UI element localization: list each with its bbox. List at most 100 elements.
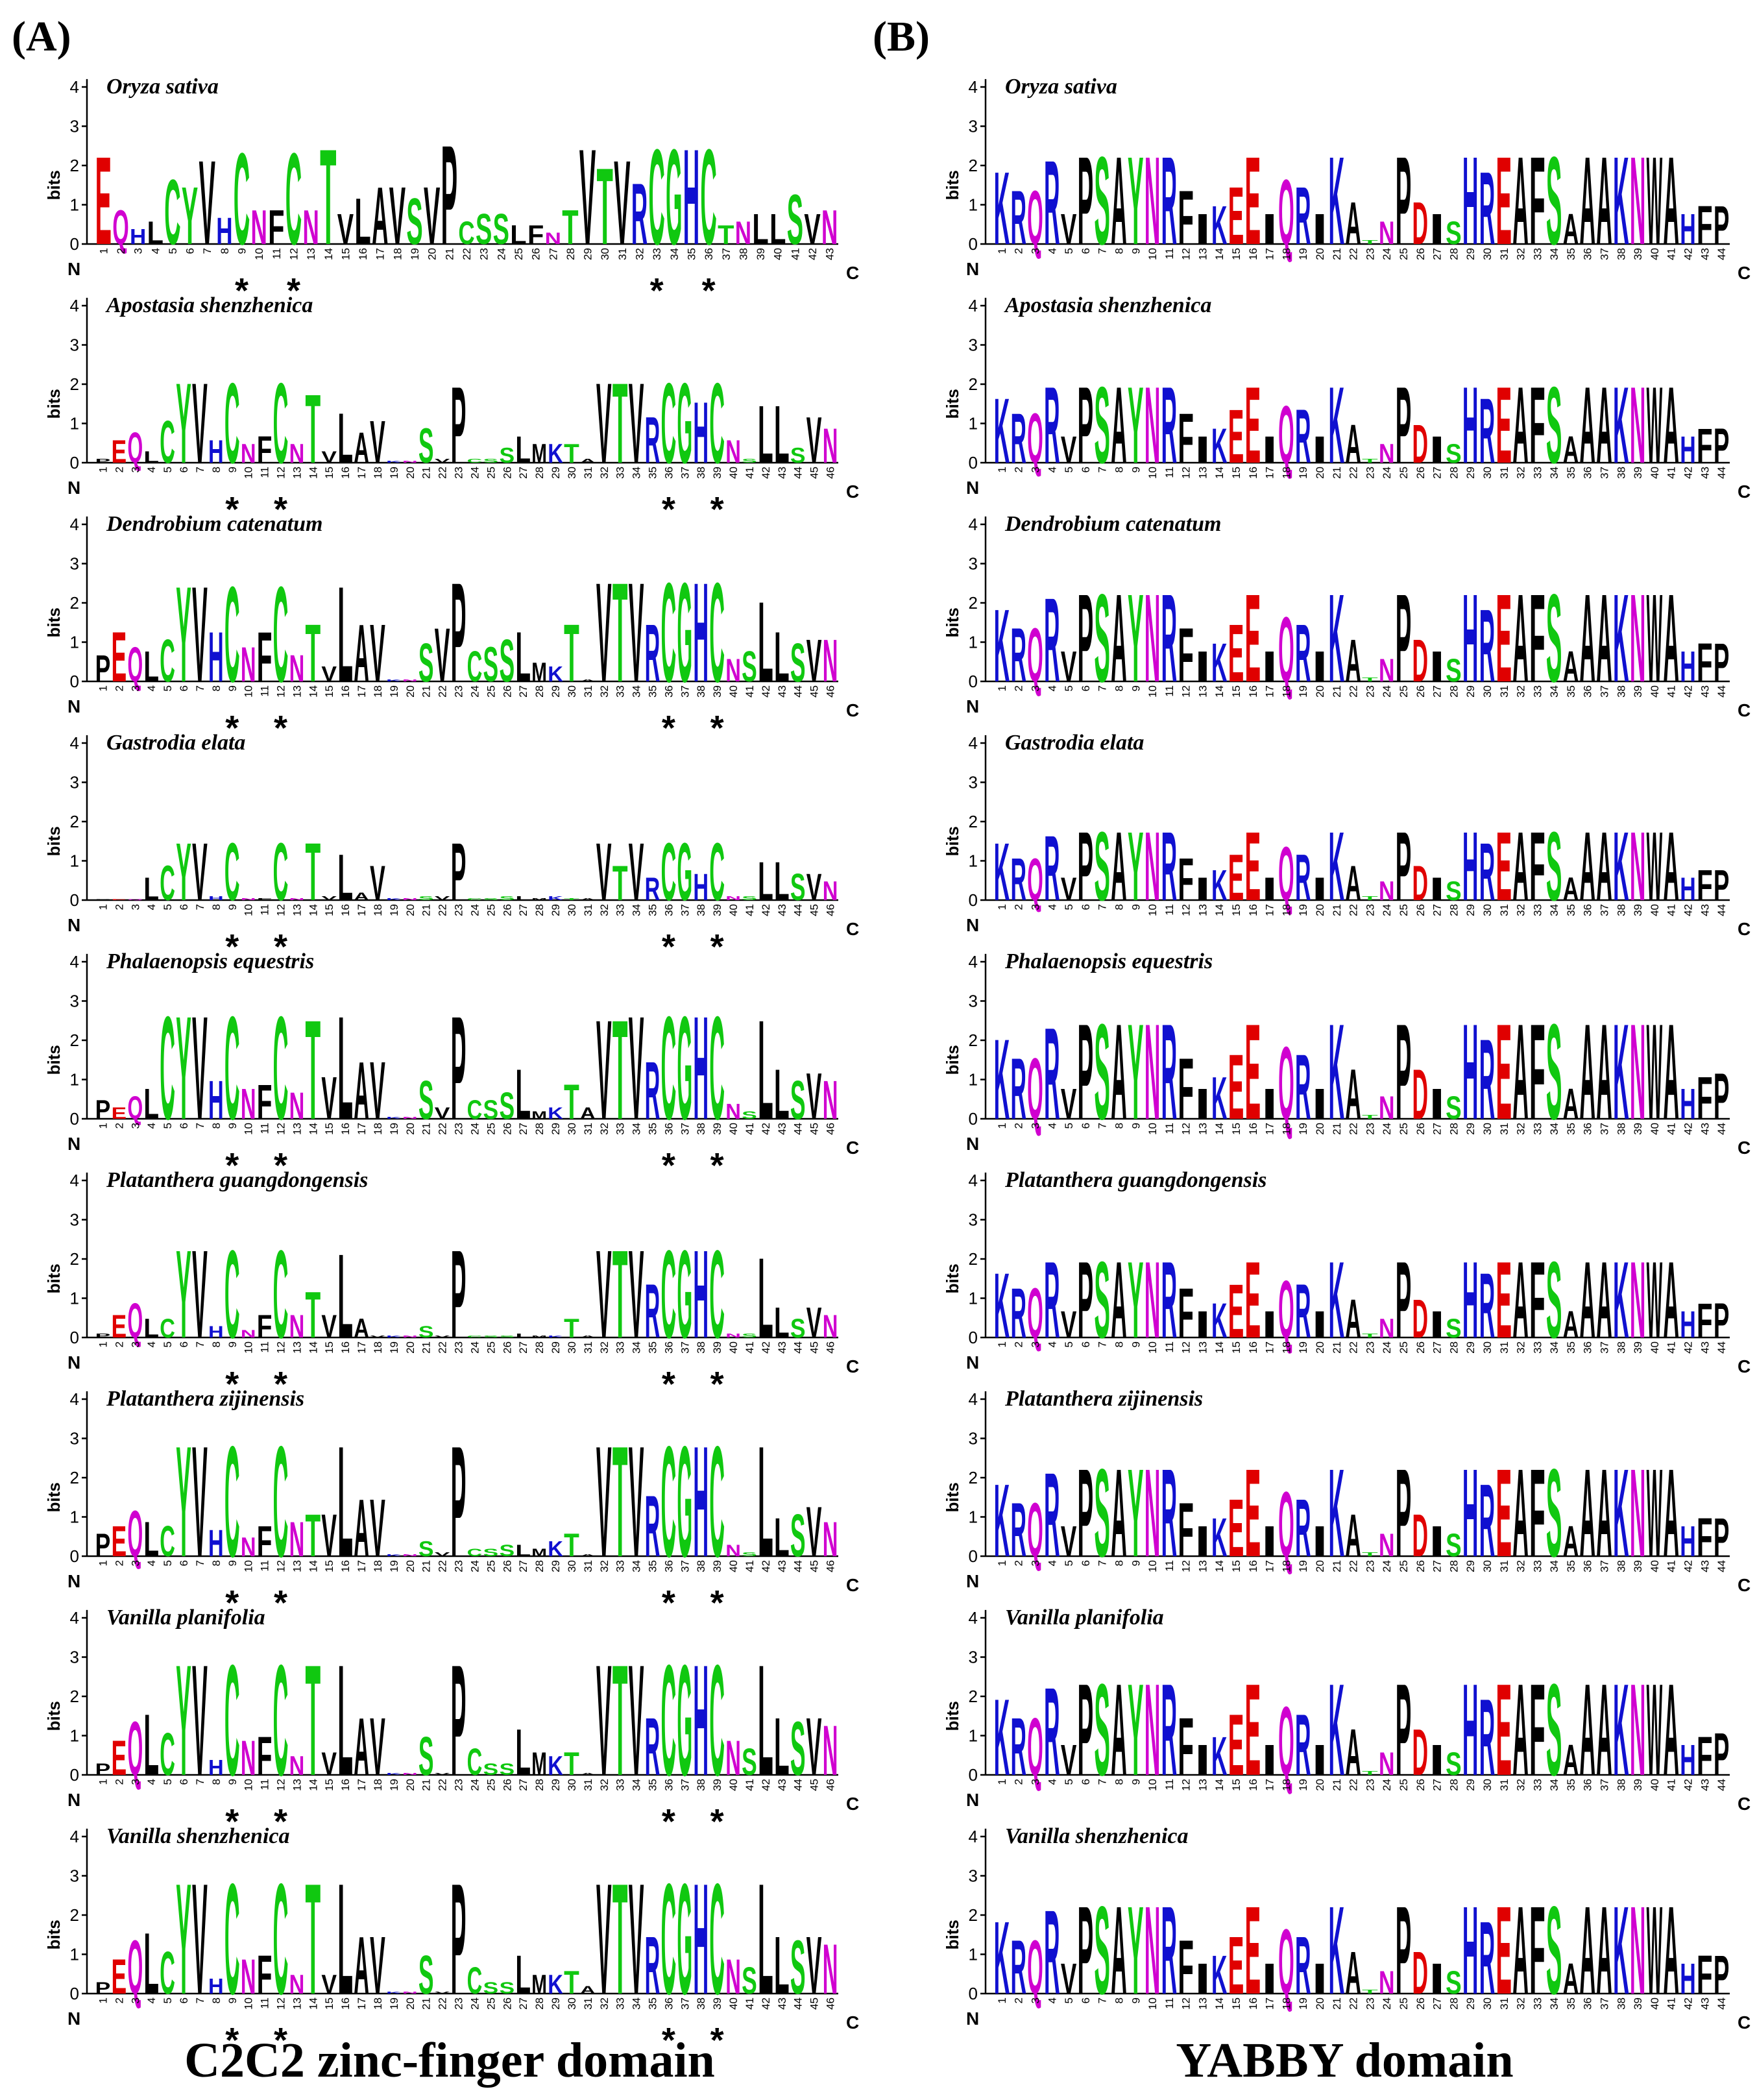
position-label: 28 [1448,1123,1460,1135]
logo-letter: A [354,1920,369,2011]
logo-letter: P [1714,1944,1730,2005]
position-label: 36 [662,1560,675,1572]
conserved-marker: * [287,271,300,310]
logo-letter: P [451,1850,467,2027]
position-label: 1 [97,1997,109,2003]
position-label: 32 [1515,1123,1527,1135]
y-tick-label: 3 [969,554,978,574]
logo-letter: R [1010,400,1026,478]
position-label: 8 [1113,1779,1125,1785]
position-label: 7 [194,1123,206,1129]
position-label: 20 [1314,904,1326,916]
logo-letter: C [273,986,289,1150]
position-label: 4 [1046,904,1058,910]
logo-letter: V [321,661,337,686]
y-tick-label: 1 [70,1070,79,1090]
logo-letter: V [192,1413,208,1589]
logo-letter: R [1161,363,1178,486]
logo-letter: K [1211,861,1228,910]
logo-letter: V [596,1413,612,1589]
y-tick-label: 1 [70,1289,79,1308]
logo-letter: A [1663,1656,1679,1803]
position-label: 43 [776,685,788,698]
position-label: 18 [372,467,384,479]
position-label: 36 [1582,467,1594,479]
logo-letter: C [661,1631,677,1808]
logo-letter: K [1211,1507,1228,1567]
position-label: 31 [1498,1560,1510,1572]
logo-letter: I [1429,1079,1445,1129]
logo-letter: Q [1278,1687,1294,1796]
position-label: 41 [1666,1560,1678,1572]
position-label: 38 [1615,1341,1627,1354]
position-label: 40 [1649,1779,1661,1791]
position-label: 23 [453,904,465,916]
position-label: 7 [1097,1560,1109,1566]
position-label: 5 [162,1560,174,1566]
position-label: 22 [1348,467,1360,479]
y-tick-label: 4 [969,1827,978,1846]
position-label: 2 [113,1997,125,2003]
logo-letter: P [451,1631,467,1808]
position-label: 9 [1130,467,1142,472]
logo-letter: C [273,1413,289,1589]
logo-letter: S [1446,875,1462,906]
position-label: 15 [1230,1123,1242,1135]
position-label: 15 [323,904,335,916]
position-label: 9 [226,1123,239,1129]
y-axis-label: bits [44,1045,64,1075]
position-label: 8 [210,467,223,472]
logo-letter: N [725,895,741,901]
position-label: 3 [129,1341,141,1347]
logo-title: Platanthera zijinensis [1004,1387,1203,1411]
logo-letter: D [1412,1716,1429,1789]
logo-letter: Y [1128,1238,1144,1361]
logo-letter: A [1663,1880,1679,2020]
position-label: 8 [210,904,223,910]
position-label: 46 [825,904,837,916]
logo-letter: R [1044,1448,1060,1582]
position-label: 12 [275,467,287,479]
logo-letter: R [1010,847,1026,914]
conserved-marker: * [235,271,248,310]
position-label: 14 [307,1560,319,1572]
logo-letter: C [467,1094,483,1125]
position-label: 7 [194,904,206,910]
logo-letter: A [1111,568,1127,708]
logo-letter: Q [1027,175,1043,260]
position-label: 31 [1498,1997,1510,2010]
logo-letter: A [1512,1880,1529,2020]
y-axis-label: bits [943,1264,962,1293]
position-label: 40 [1649,685,1661,698]
logo-letter: V [370,607,385,699]
logo-letter: A [1563,642,1579,691]
logo-letter: L [515,428,531,471]
logo-letter: L [515,1944,531,2005]
logo-letter: E [112,899,127,901]
logo-letter: T [305,1279,321,1352]
position-label: 39 [1632,685,1644,698]
position-label: 2 [113,904,125,910]
position-label: 2 [113,1341,125,1347]
position-label: 11 [259,467,271,478]
logo-letter: V [629,1850,644,2027]
logo-letter: H [1462,1443,1479,1583]
position-label: 34 [1548,248,1560,260]
position-label: 24 [495,248,507,260]
logo-letter: T [612,1631,628,1808]
position-label: 16 [339,467,352,479]
logo-letter: L [774,1920,790,2011]
conserved-marker: * [274,1583,287,1622]
position-label: 33 [614,467,627,479]
position-label: 42 [1682,1997,1695,2010]
c-terminus: C [1738,700,1751,720]
position-label: 42 [1682,1341,1695,1354]
logo-letter: N [1379,1089,1395,1126]
logo-letter: A [354,1701,369,1792]
position-label: 30 [1481,467,1494,479]
y-tick-label: 1 [969,195,978,215]
position-label: 38 [695,467,707,479]
logo-letter: K [386,460,402,463]
position-label: 21 [1331,685,1343,698]
logo-letter: F [257,1075,273,1130]
